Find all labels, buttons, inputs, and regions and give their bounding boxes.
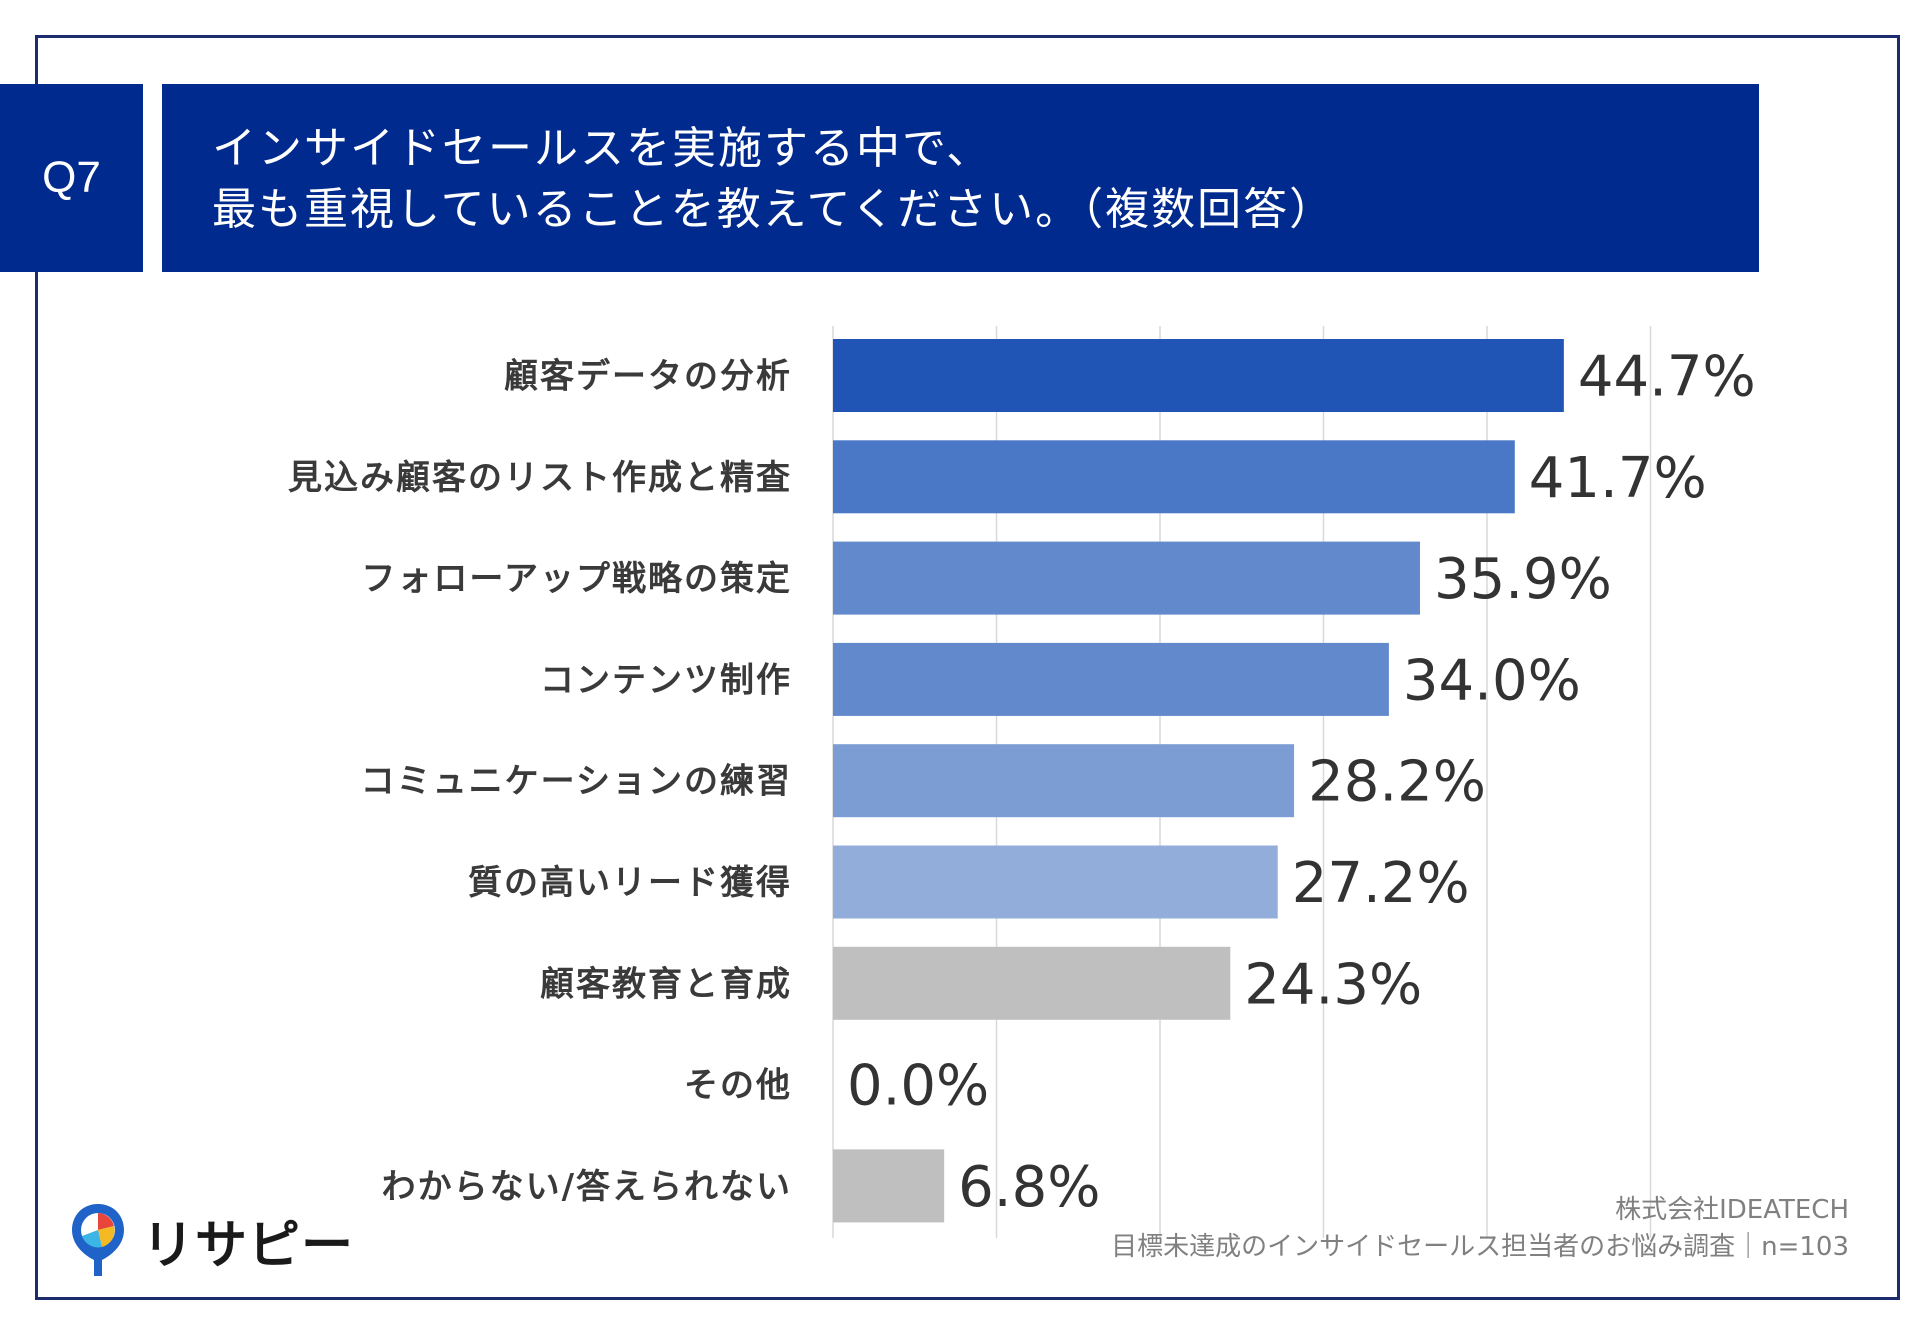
question-number: Q7 [42, 153, 101, 202]
bar [833, 440, 1515, 514]
brand-logo: リサピー [68, 1200, 354, 1280]
category-label: わからない/答えられない [382, 1167, 792, 1207]
pin-logo-icon [72, 1204, 124, 1276]
value-label: 35.9% [1434, 547, 1612, 612]
bar [833, 946, 1231, 1020]
category-label: コンテンツ制作 [540, 660, 792, 700]
question-title-banner: インサイドセールスを実施する中で、 最も重視していることを教えてください。（複数… [162, 84, 1759, 272]
category-label: フォローアップ戦略の策定 [361, 559, 792, 599]
source-company: 株式会社IDEATECH [1615, 1195, 1849, 1225]
source-note: 株式会社IDEATECH 目標未達成のインサイドセールス担当者のお悩み調査｜n=… [1111, 1192, 1849, 1266]
value-label: 27.2% [1292, 851, 1470, 916]
bar [833, 744, 1295, 818]
value-label: 0.0% [847, 1054, 989, 1119]
value-label: 41.7% [1529, 446, 1707, 511]
category-label: コミュニケーションの練習 [361, 762, 792, 802]
category-label: 見込み顧客のリスト作成と精査 [288, 458, 792, 498]
value-label: 24.3% [1244, 952, 1422, 1017]
category-label: 質の高いリード獲得 [468, 863, 792, 903]
bar [833, 845, 1278, 919]
bar [833, 642, 1389, 716]
question-title-line-1: インサイドセールスを実施する中で、 [212, 123, 993, 174]
category-label: 顧客データの分析 [504, 357, 792, 397]
value-label: 34.0% [1403, 648, 1581, 713]
value-label: 44.7% [1578, 345, 1756, 410]
value-label: 6.8% [958, 1155, 1100, 1220]
question-title-line-2: 最も重視していることを教えてください。（複数回答） [212, 184, 1336, 235]
bar [833, 1149, 945, 1223]
bar [833, 339, 1564, 412]
value-label: 28.2% [1308, 750, 1486, 815]
brand-name: リサピー [142, 1215, 355, 1276]
chart-frame [35, 35, 1900, 1300]
category-label: その他 [684, 1066, 792, 1106]
source-survey: 目標未達成のインサイドセールス担当者のお悩み調査｜n=103 [1111, 1232, 1849, 1262]
category-label: 顧客教育と育成 [540, 964, 792, 1004]
bar [833, 541, 1420, 615]
question-number-badge: Q7 [0, 84, 143, 272]
